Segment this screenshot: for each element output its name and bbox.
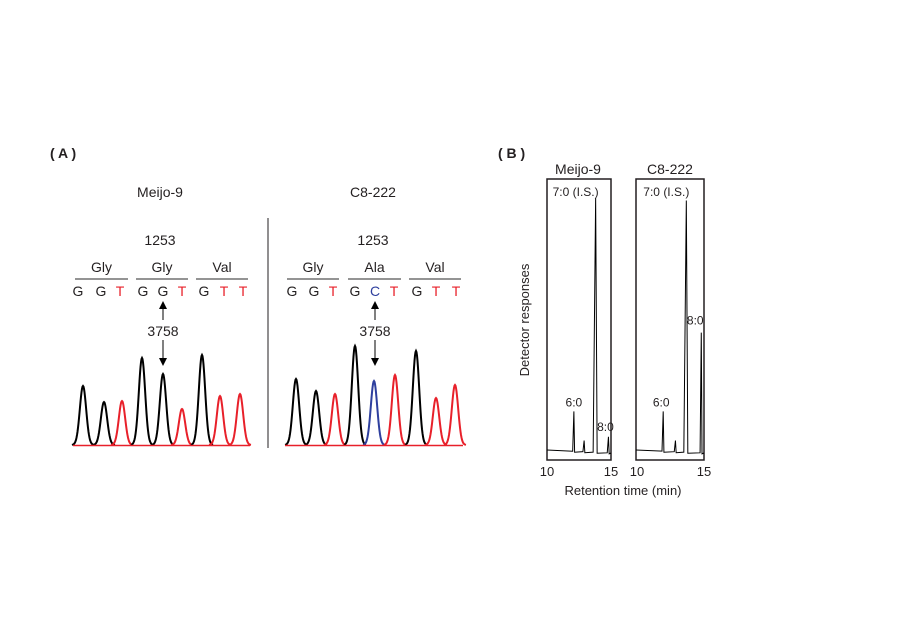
panel-a-label: ( A ) [50, 145, 76, 161]
trace-peak [71, 384, 95, 446]
chromatogram-trace [546, 197, 612, 455]
base-letter: T [239, 283, 248, 299]
codon-amino-acid: Gly [152, 259, 173, 275]
x-tick-label: 15 [697, 464, 711, 479]
peak-label: 8:0 [597, 420, 614, 434]
base-letter: T [452, 283, 461, 299]
trace-peak [323, 392, 347, 446]
trace-peak [92, 400, 116, 446]
aa-position-meijo9: 1253 [144, 232, 175, 248]
peak-label: 8:0 [687, 314, 704, 328]
codon-amino-acid: Gly [91, 259, 112, 275]
trace-peak [362, 379, 386, 446]
chromatogram-frame [546, 178, 612, 461]
chrom-title-c8222: C8-222 [647, 161, 693, 177]
peak-label: 6:0 [653, 395, 670, 409]
chromatogram-trace [635, 200, 705, 455]
codon-amino-acid: Ala [364, 259, 384, 275]
base-letter: T [178, 283, 187, 299]
base-letter: G [309, 283, 320, 299]
x-tick-label: 10 [540, 464, 554, 479]
peak-label: 6:0 [566, 395, 583, 409]
x-axis-label: Retention time (min) [564, 483, 681, 498]
trace-peak [404, 348, 428, 446]
base-letter: G [287, 283, 298, 299]
base-letter: G [73, 283, 84, 299]
strain-title-meijo9: Meijo-9 [137, 184, 183, 200]
base-letter: G [350, 283, 361, 299]
panel-b-label: ( B ) [498, 145, 525, 161]
chrom-title-meijo9: Meijo-9 [555, 161, 601, 177]
nt-position-c8222: 3758 [359, 323, 390, 339]
trace-peak [424, 396, 448, 446]
base-letter: G [158, 283, 169, 299]
base-letter: G [412, 283, 423, 299]
trace-peak [190, 352, 214, 446]
trace-peak [343, 343, 367, 446]
trace-peak [383, 372, 407, 446]
trace-peak [130, 355, 154, 446]
base-letter: T [390, 283, 399, 299]
codon-amino-acid: Val [425, 259, 444, 275]
x-tick-label: 10 [630, 464, 644, 479]
strain-title-c8222: C8-222 [350, 184, 396, 200]
peak-label: 7:0 (I.S.) [553, 185, 599, 199]
base-letter: T [220, 283, 229, 299]
trace-peak [443, 383, 467, 446]
nt-position-meijo9: 3758 [147, 323, 178, 339]
trace-peak [110, 399, 134, 446]
codon-amino-acid: Val [212, 259, 231, 275]
trace-peak [151, 371, 175, 446]
base-letter: G [96, 283, 107, 299]
y-axis-label: Detector responses [517, 263, 532, 376]
base-letter: G [138, 283, 149, 299]
trace-peak [208, 394, 232, 446]
base-letter: T [329, 283, 338, 299]
codon-amino-acid: Gly [303, 259, 324, 275]
base-letter: T [116, 283, 125, 299]
trace-peak [228, 392, 252, 446]
trace-peak [284, 377, 308, 446]
base-letter: C [370, 283, 380, 299]
aa-position-c8222: 1253 [357, 232, 388, 248]
chromatogram-frame [635, 178, 705, 461]
base-letter: T [432, 283, 441, 299]
peak-label: 7:0 (I.S.) [643, 185, 689, 199]
base-letter: G [199, 283, 210, 299]
trace-peak [304, 389, 328, 446]
x-tick-label: 15 [604, 464, 618, 479]
trace-peak [170, 407, 194, 446]
